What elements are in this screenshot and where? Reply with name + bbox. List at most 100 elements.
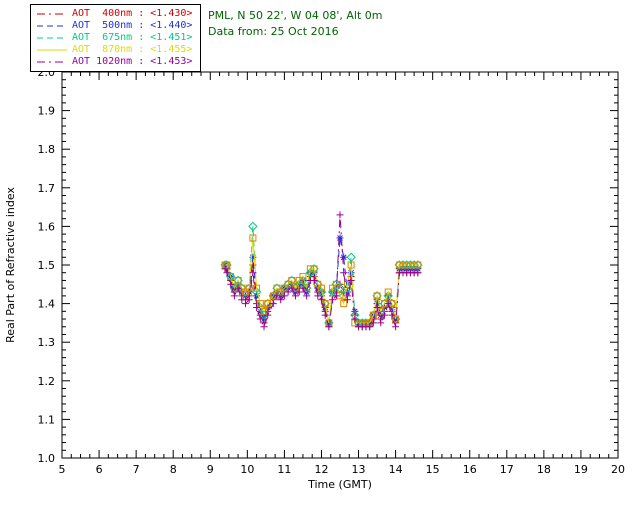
data-marker-square xyxy=(299,273,307,281)
data-marker-plus xyxy=(366,323,374,331)
series-line-aot-675nm xyxy=(225,226,418,324)
data-marker-square xyxy=(253,284,261,292)
data-marker-square xyxy=(277,288,285,296)
x-tick-label: 11 xyxy=(277,463,291,476)
data-marker-plus xyxy=(377,319,385,327)
x-tick-label: 12 xyxy=(314,463,328,476)
header-date: Data from: 25 Oct 2016 xyxy=(208,25,339,38)
data-marker-plus xyxy=(329,296,337,304)
data-marker-plus xyxy=(310,276,318,284)
data-marker-plus xyxy=(238,296,246,304)
x-tick-label: 17 xyxy=(500,463,514,476)
legend-line-sample xyxy=(37,13,67,15)
y-tick-label: 1.3 xyxy=(38,336,56,349)
data-marker-plus xyxy=(332,292,340,300)
data-marker-square xyxy=(347,261,355,269)
legend-label: AOT 675nm : <1.451> xyxy=(72,32,193,43)
data-marker-plus xyxy=(314,292,322,300)
data-marker-plus xyxy=(230,292,238,300)
data-marker-plus xyxy=(234,284,242,292)
data-marker-square xyxy=(273,284,281,292)
data-marker-diamond xyxy=(346,252,356,262)
x-axis-label: Time (GMT) xyxy=(307,478,372,491)
legend-box: AOT 400nm : <1.430> AOT 500nm : <1.440> AO… xyxy=(30,4,202,72)
data-marker-asterisk xyxy=(221,261,229,269)
legend-label: AOT 400nm : <1.430> xyxy=(72,8,193,19)
data-marker-diamond xyxy=(248,221,258,232)
legend-row: AOT 1020nm : <1.453> xyxy=(37,56,192,68)
data-marker-plus xyxy=(288,284,296,292)
data-marker-square xyxy=(317,284,325,292)
data-marker-square xyxy=(373,292,381,300)
legend-label: AOT 1020nm : <1.453> xyxy=(72,56,193,67)
legend-line-sample xyxy=(37,61,67,63)
data-marker-plus xyxy=(245,296,253,304)
data-marker-plus xyxy=(269,300,277,308)
x-tick-label: 10 xyxy=(240,463,254,476)
legend-row: AOT 500nm : <1.440> xyxy=(37,20,192,32)
x-tick-label: 8 xyxy=(170,463,177,476)
legend-label: AOT 870nm : <1.455> xyxy=(72,44,193,55)
y-tick-label: 1.7 xyxy=(38,182,56,195)
y-tick-label: 1.4 xyxy=(38,298,56,311)
data-marker-plus xyxy=(299,284,307,292)
data-marker-square xyxy=(245,284,253,292)
data-marker-square xyxy=(314,280,322,288)
data-marker-plus xyxy=(317,296,325,304)
data-marker-plus xyxy=(260,323,268,331)
legend-line-sample xyxy=(37,37,67,39)
data-marker-plus xyxy=(336,211,344,219)
data-marker-plus xyxy=(295,288,303,296)
legend-row: AOT 400nm : <1.430> xyxy=(37,8,192,20)
data-marker-square xyxy=(395,261,403,269)
series-line-aot-870nm xyxy=(225,237,418,324)
data-marker-plus xyxy=(253,303,261,311)
legend-label: AOT 500nm : <1.440> xyxy=(72,20,193,31)
data-marker-plus xyxy=(280,292,288,300)
data-marker-plus xyxy=(321,311,329,319)
data-marker-square xyxy=(284,280,292,288)
data-marker-square xyxy=(340,300,348,308)
data-marker-plus xyxy=(325,323,333,331)
data-marker-square xyxy=(234,276,242,284)
data-marker-square xyxy=(369,311,377,319)
data-marker-plus xyxy=(347,276,355,284)
x-tick-label: 9 xyxy=(207,463,214,476)
data-marker-asterisk xyxy=(336,234,344,242)
data-marker-square xyxy=(399,261,407,269)
data-marker-plus xyxy=(373,303,381,311)
data-marker-plus xyxy=(388,311,396,319)
data-marker-square xyxy=(241,288,249,296)
data-marker-square xyxy=(223,261,231,269)
x-tick-label: 19 xyxy=(574,463,588,476)
data-marker-square xyxy=(329,284,337,292)
data-marker-plus xyxy=(303,292,311,300)
data-marker-square xyxy=(403,261,411,269)
data-marker-plus xyxy=(249,269,257,277)
data-marker-plus xyxy=(277,296,285,304)
data-marker-square xyxy=(227,273,235,281)
data-marker-square xyxy=(295,276,303,284)
header-location: PML, N 50 22', W 04 08', Alt 0m xyxy=(208,9,383,22)
data-marker-plus xyxy=(227,280,235,288)
data-marker-plus xyxy=(264,311,272,319)
data-marker-asterisk xyxy=(249,253,257,261)
data-marker-plus xyxy=(241,300,249,308)
y-tick-label: 1.5 xyxy=(38,259,56,272)
y-tick-label: 1.1 xyxy=(38,413,56,426)
data-marker-square xyxy=(310,265,318,273)
data-marker-square xyxy=(306,265,314,273)
legend-row: AOT 870nm : <1.455> xyxy=(37,44,192,56)
data-marker-plus xyxy=(292,292,300,300)
data-marker-square xyxy=(384,288,392,296)
x-tick-label: 18 xyxy=(537,463,551,476)
y-tick-label: 1.2 xyxy=(38,375,56,388)
x-tick-label: 20 xyxy=(611,463,625,476)
x-tick-label: 7 xyxy=(133,463,140,476)
data-marker-asterisk xyxy=(299,276,307,284)
data-marker-plus xyxy=(340,269,348,277)
data-marker-plus xyxy=(343,296,351,304)
data-marker-square xyxy=(280,284,288,292)
data-marker-plus xyxy=(384,300,392,308)
